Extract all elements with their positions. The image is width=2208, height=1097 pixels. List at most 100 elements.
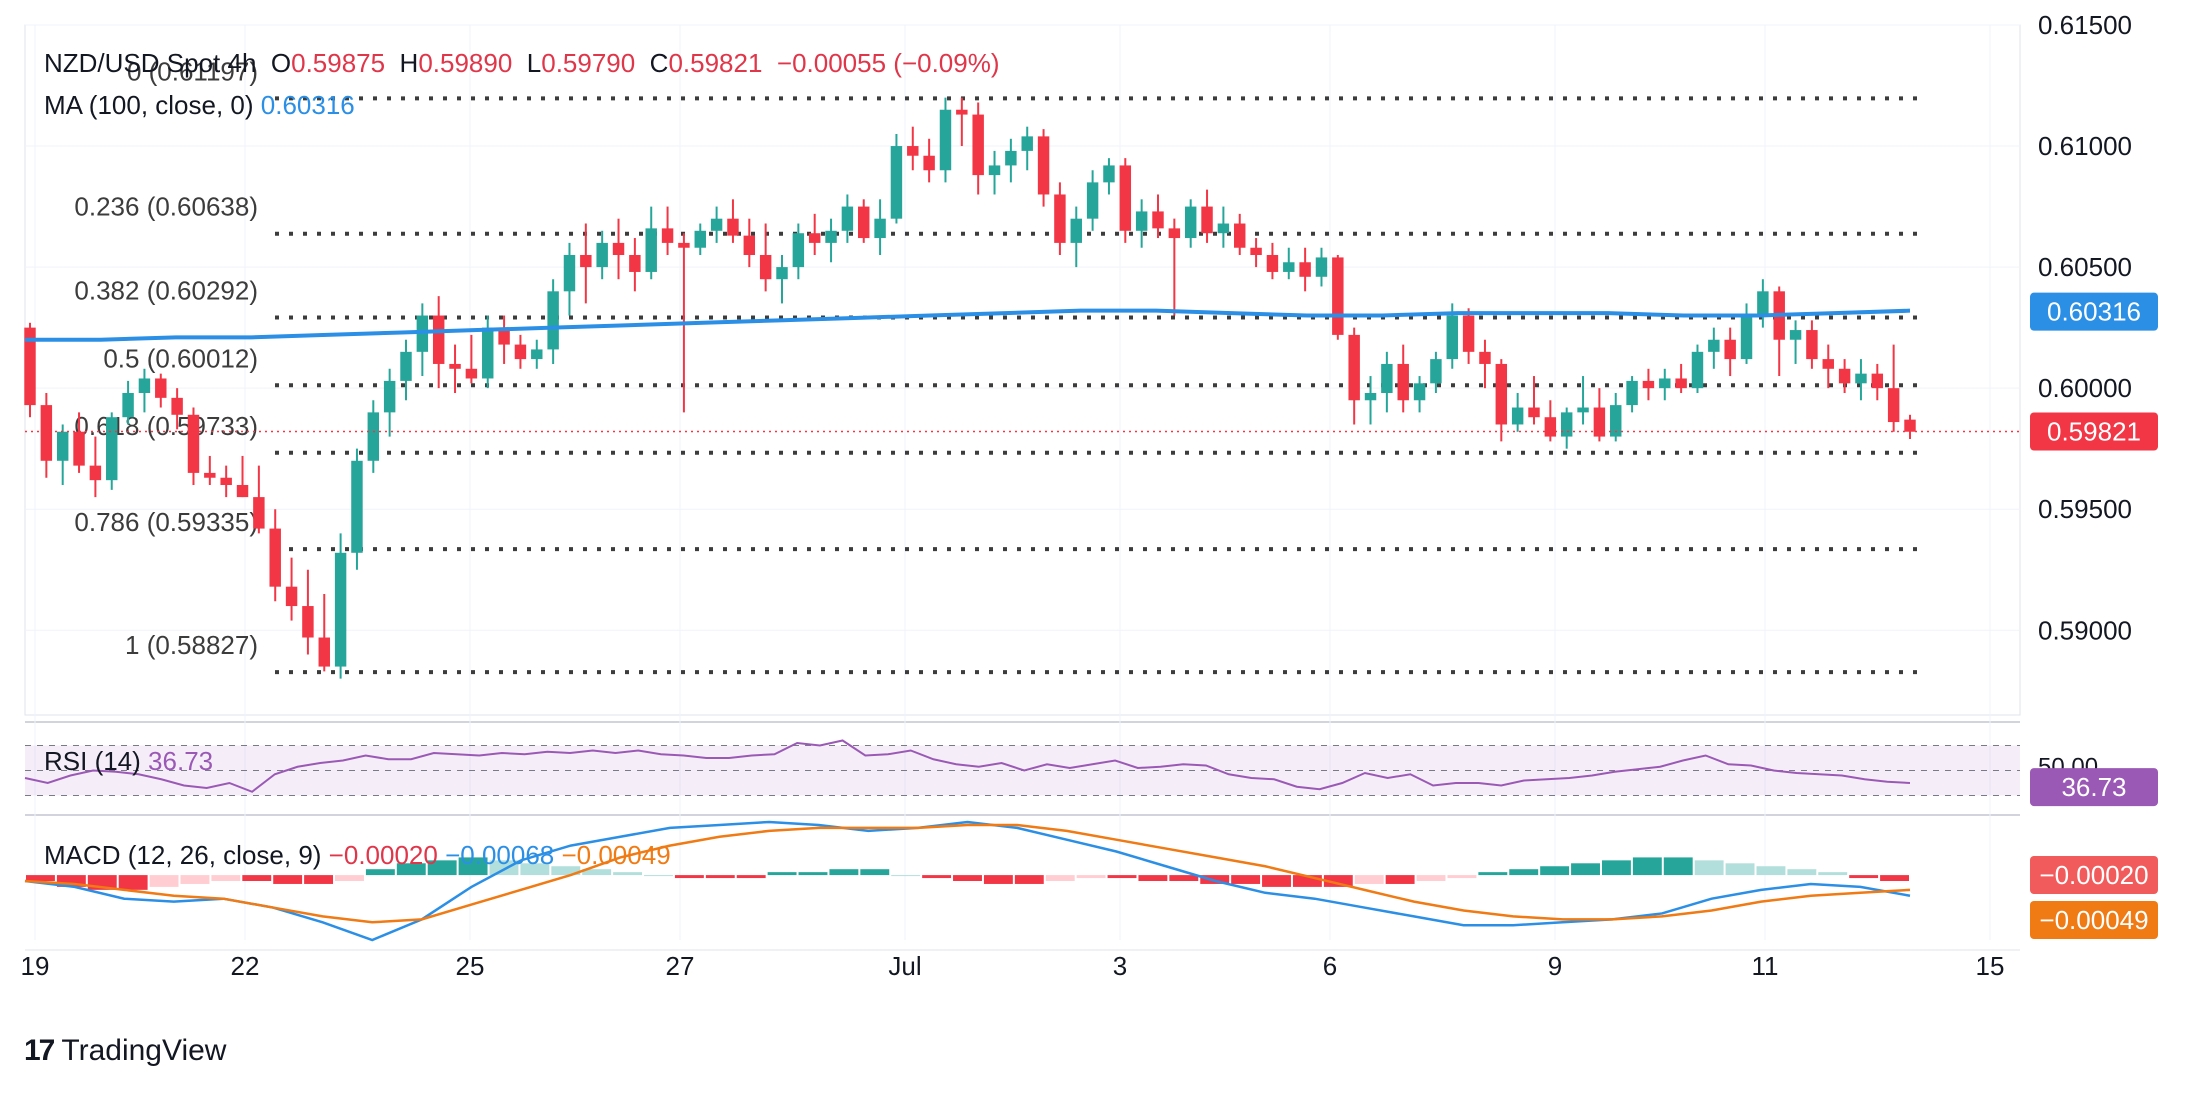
candle-body: [1413, 383, 1426, 401]
candle-body: [1528, 407, 1540, 418]
candle-body: [1332, 257, 1344, 335]
ma-legend[interactable]: MA (100, close, 0) 0.60316: [44, 90, 355, 121]
x-tick-label: 22: [231, 951, 260, 981]
macd-histogram-bar: [1509, 869, 1539, 876]
macd-hist-badge: −0.00020: [2039, 860, 2148, 890]
candle-body: [1070, 218, 1082, 243]
candle-body: [1659, 378, 1671, 389]
candle-body: [1348, 334, 1360, 401]
macd-histogram-bar: [118, 875, 148, 890]
candle-body: [580, 255, 592, 268]
candle-body: [563, 255, 576, 292]
symbol-name[interactable]: NZD/USD Spot: [44, 48, 221, 78]
candle-body: [1479, 351, 1491, 364]
candle-body: [1577, 407, 1589, 413]
macd-histogram-bar: [644, 875, 673, 877]
y-tick-label: 0.59500: [2038, 494, 2132, 524]
candle-body: [759, 255, 772, 280]
candle-body: [907, 146, 919, 156]
candle-body: [1740, 315, 1753, 360]
candle-body: [1887, 388, 1900, 423]
candle-body: [383, 380, 396, 413]
candle-body: [743, 235, 756, 255]
candle-body: [1838, 368, 1851, 384]
macd-label: MACD (12, 26, close, 9): [44, 840, 322, 870]
macd-histogram-bar: [1787, 869, 1817, 876]
candle-body: [1217, 223, 1230, 234]
macd-histogram-bar: [427, 860, 457, 876]
x-tick-label: 3: [1113, 951, 1127, 981]
macd-signal-badge: −0.00049: [2039, 905, 2148, 935]
candle-body: [1381, 363, 1393, 393]
candle-body: [465, 368, 478, 379]
macd-pane: [24, 820, 1911, 942]
candle-body: [1626, 380, 1638, 406]
close-value: 0.59821: [668, 48, 763, 78]
macd-histogram-bar: [211, 875, 241, 881]
candle-body: [1021, 136, 1033, 151]
candle-body: [204, 472, 216, 478]
macd-histogram-bar: [1571, 863, 1600, 876]
symbol-legend: NZD/USD Spot 4h O0.59875 H0.59890 L0.597…: [44, 48, 1000, 79]
macd-histogram-bar: [953, 875, 982, 881]
macd-legend[interactable]: MACD (12, 26, close, 9) −0.00020 −0.0006…: [44, 840, 671, 871]
fib-level-label: 1 (0.58827): [125, 630, 258, 660]
fib-level-label: 0.786 (0.59335): [74, 507, 258, 537]
y-tick-label: 0.59000: [2038, 615, 2132, 645]
candle-body: [972, 114, 984, 176]
x-tick-label: 25: [456, 951, 485, 981]
macd-histogram-bar: [1849, 875, 1879, 879]
candle-body: [285, 586, 298, 607]
fib-level-label: 0.382 (0.60292): [74, 275, 258, 305]
candle-body: [138, 378, 151, 393]
candle-body: [1152, 211, 1164, 229]
macd-histogram-bar: [1416, 875, 1446, 881]
candle-body: [1005, 150, 1017, 166]
candle-body: [1103, 165, 1115, 183]
macd-histogram-bar: [1385, 875, 1415, 884]
macd-hist-value: −0.00020: [328, 840, 438, 870]
macd-histogram-bar: [489, 860, 519, 876]
candle-body: [1234, 223, 1246, 248]
macd-signal-badge-bg: [2030, 901, 2158, 939]
high-value: 0.59890: [418, 48, 513, 78]
candle-body: [874, 218, 886, 239]
fib-level-label: 0.618 (0.59733): [74, 411, 258, 441]
candle-body: [1822, 359, 1834, 369]
candle-body: [678, 242, 690, 248]
candle-body: [1184, 206, 1197, 239]
candle-body: [449, 363, 461, 369]
candle-body: [1724, 339, 1736, 360]
x-tick-label: 11: [1752, 951, 1779, 981]
candle-body: [367, 412, 380, 461]
candle-body: [1037, 136, 1050, 195]
candle-body: [710, 218, 723, 231]
candle-body: [694, 230, 706, 248]
candle-body: [1054, 194, 1066, 243]
macd-histogram-bar: [56, 875, 86, 887]
price-pane: [24, 97, 2020, 679]
last-price-badge: 0.59821: [2047, 416, 2141, 446]
tradingview-logo[interactable]: 17 TradingView: [24, 1034, 226, 1068]
macd-histogram-bar: [396, 863, 426, 876]
macd-histogram-bar: [1014, 875, 1044, 884]
macd-histogram-bar: [1169, 875, 1199, 881]
rsi-legend[interactable]: RSI (14) 36.73: [44, 746, 213, 777]
fib-level-label: 0 (0.61197): [127, 56, 258, 86]
macd-histogram-bar: [705, 875, 735, 879]
y-tick-label: 0.60500: [2038, 252, 2132, 282]
macd-histogram-bar: [829, 869, 859, 876]
x-tick-label: 15: [1976, 951, 2005, 981]
interval[interactable]: 4h: [227, 48, 257, 78]
candle-body: [1086, 182, 1099, 219]
candle-body: [187, 414, 200, 473]
macd-histogram-bar: [1880, 875, 1909, 881]
rsi-value-badge-bg: [2030, 768, 2158, 807]
rsi-label: RSI (14): [44, 746, 141, 776]
candle-body: [498, 327, 510, 345]
macd-histogram-bar: [1107, 875, 1137, 879]
macd-histogram-bar: [1756, 866, 1786, 876]
candle-body: [612, 242, 625, 255]
candle-body: [334, 552, 347, 667]
